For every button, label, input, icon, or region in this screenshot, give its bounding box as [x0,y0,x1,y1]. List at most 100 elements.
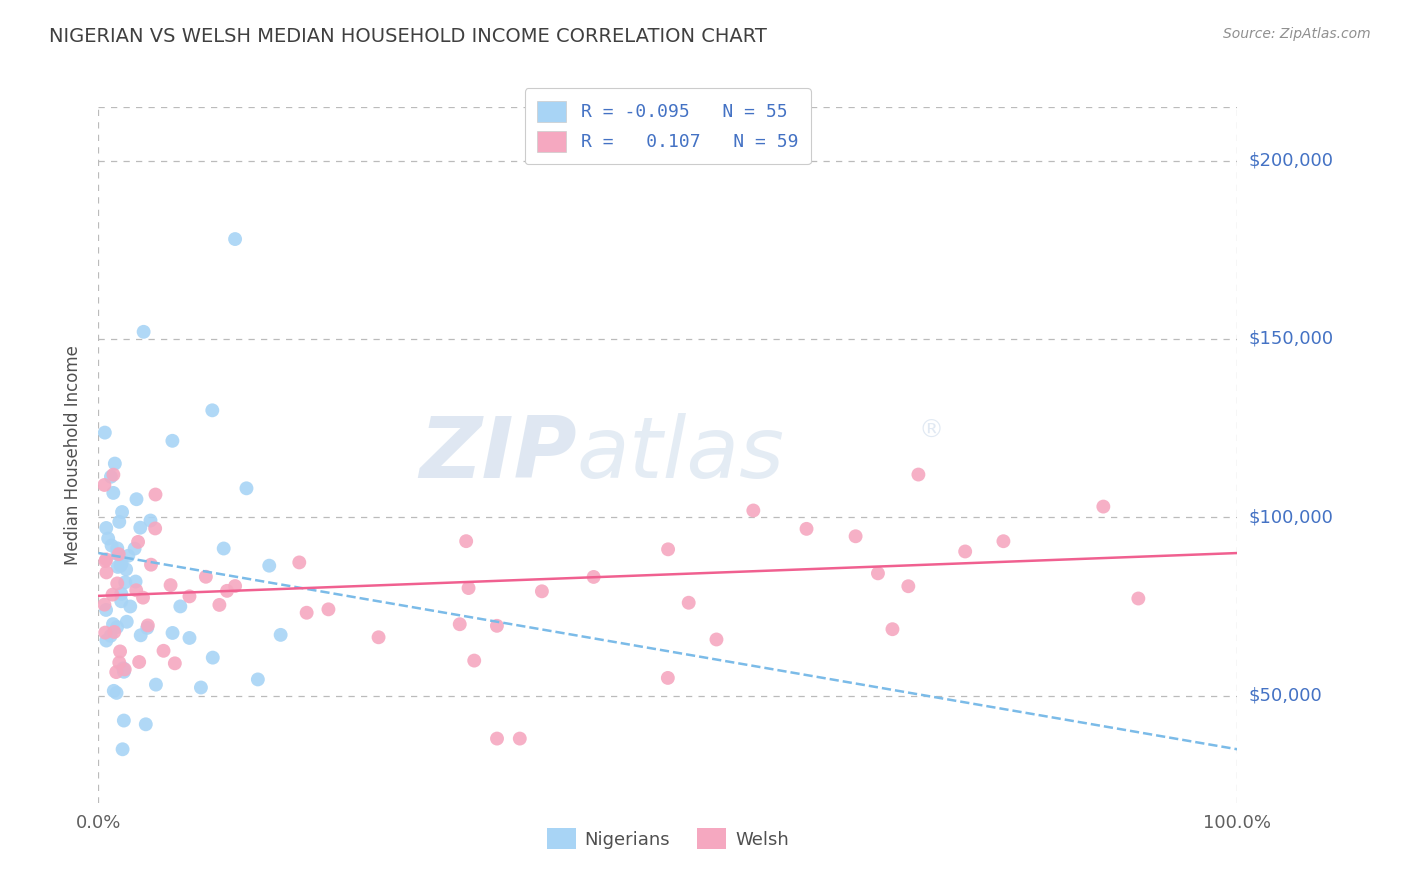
Point [246,673,269,687]
Point [657,542,679,557]
Point [530,584,553,599]
Point [993,534,1015,549]
Point [125,583,148,598]
Point [114,575,136,590]
Point [94,625,117,640]
Point [101,617,124,632]
Legend: Nigerians, Welsh: Nigerians, Welsh [540,822,796,856]
Text: $50,000: $50,000 [1249,687,1322,705]
Point [93,598,115,612]
Point [179,590,201,604]
Point [190,681,212,695]
Point [1128,591,1150,606]
Point [224,232,246,246]
Point [105,547,128,561]
Point [103,684,125,698]
Point [907,467,929,482]
Point [139,558,162,572]
Point [212,541,235,556]
Point [162,434,184,448]
Point [162,626,184,640]
Point [235,481,257,495]
Point [463,654,485,668]
Point [582,570,605,584]
Point [159,578,181,592]
Point [112,665,135,679]
Point [111,505,134,519]
Point [108,644,131,658]
Point [145,487,167,501]
Point [115,562,138,576]
Point [101,588,124,602]
Text: $200,000: $200,000 [1249,152,1333,169]
Point [120,599,142,614]
Point [127,535,149,549]
Point [845,529,868,543]
Point [194,570,217,584]
Point [129,628,152,642]
Point [678,596,700,610]
Point [107,547,129,561]
Point [897,579,920,593]
Point [657,671,679,685]
Point [94,554,117,568]
Text: Source: ZipAtlas.com: Source: ZipAtlas.com [1223,27,1371,41]
Point [215,583,238,598]
Point [117,549,139,563]
Point [179,631,201,645]
Point [114,662,136,676]
Point [96,566,118,580]
Text: NIGERIAN VS WELSH MEDIAN HOUSEHOLD INCOME CORRELATION CHART: NIGERIAN VS WELSH MEDIAN HOUSEHOLD INCOM… [49,27,768,45]
Point [125,492,148,507]
Point [110,594,132,608]
Point [201,650,224,665]
Point [112,714,135,728]
Point [295,606,318,620]
Text: atlas: atlas [576,413,785,497]
Point [953,544,976,558]
Point [110,558,132,573]
Point [882,622,904,636]
Point [115,615,138,629]
Point [1092,500,1115,514]
Point [169,599,191,614]
Point [485,619,508,633]
Point [108,515,131,529]
Point [706,632,728,647]
Point [135,717,157,731]
Point [259,558,281,573]
Point [152,644,174,658]
Point [270,628,292,642]
Point [103,486,125,500]
Point [163,657,186,671]
Point [509,731,531,746]
Y-axis label: Median Household Income: Median Household Income [65,345,83,565]
Point [105,576,128,591]
Point [129,521,152,535]
Point [105,620,128,634]
Point [124,541,146,556]
Point [449,617,471,632]
Point [288,556,311,570]
Point [112,661,135,675]
Point [110,556,132,570]
Point [367,630,389,644]
Point [318,602,340,616]
Point [139,514,162,528]
Point [224,579,246,593]
Point [145,678,167,692]
Point [103,467,125,482]
Point [96,521,118,535]
Point [94,603,117,617]
Point [94,425,117,440]
Point [866,566,889,581]
Text: ZIP: ZIP [419,413,576,497]
Point [742,503,765,517]
Point [105,541,128,556]
Point [105,665,128,679]
Point [111,742,134,756]
Point [104,457,127,471]
Point [128,655,150,669]
Point [96,633,118,648]
Point [456,534,478,549]
